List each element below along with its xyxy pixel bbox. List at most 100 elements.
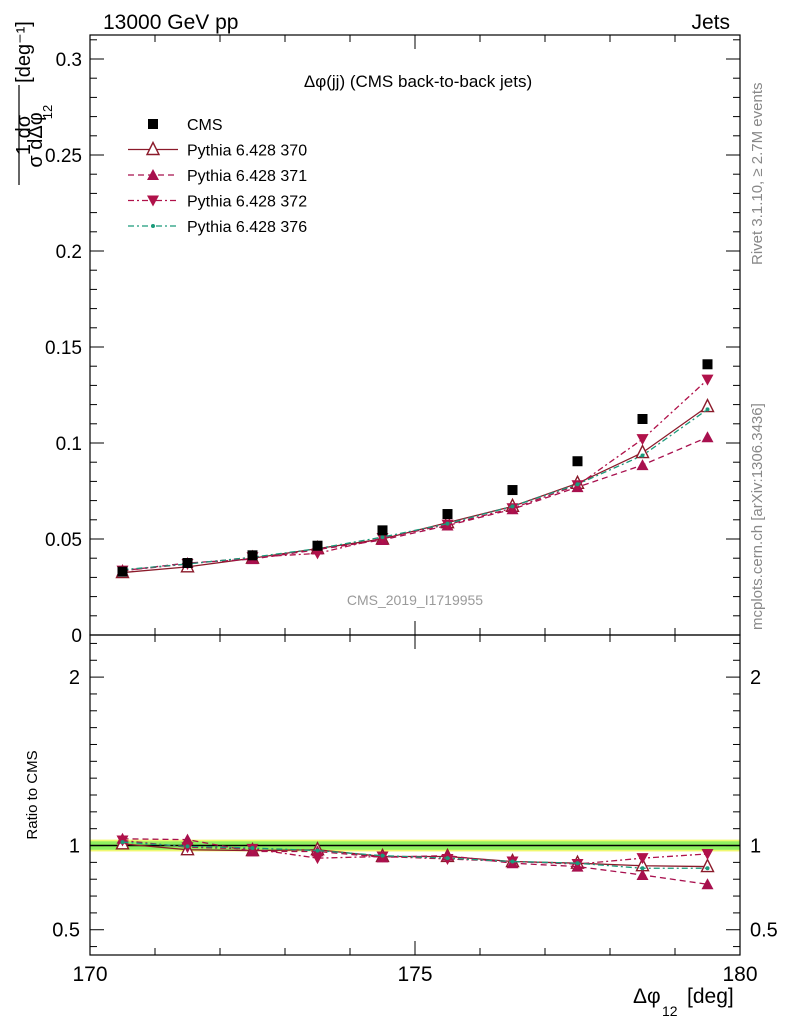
- y-tick-label: 0.05: [45, 530, 82, 551]
- main-point: [312, 540, 323, 551]
- y-tick-label: 0.3: [56, 50, 82, 71]
- legend-entry: CMS: [148, 117, 223, 134]
- ratio-point: [445, 856, 450, 861]
- ratio-point: [701, 848, 714, 860]
- ratio-point: [315, 848, 320, 853]
- main-point: [700, 397, 715, 413]
- ratio-y-tick-label-right: 1: [750, 836, 761, 858]
- y-tick-label: 0.2: [56, 242, 82, 263]
- ratio-point: [700, 858, 715, 873]
- y-tick-label: 0.25: [45, 146, 82, 167]
- main-series-pythia-6-428-372: [116, 374, 714, 577]
- legend: CMS Pythia 6.428 370 Pythia 6.428 371 Pythi…: [128, 117, 307, 236]
- data-series-layer: [115, 359, 715, 890]
- svg-text:Δφ: Δφ: [633, 985, 661, 1008]
- main-point: [637, 414, 648, 424]
- ratio-point: [575, 861, 580, 866]
- legend-label: Pythia 6.428 371: [187, 168, 307, 185]
- main-series-line: [122, 405, 708, 574]
- ratio-y-tick-label: 1: [69, 836, 80, 858]
- main-series-line: [122, 436, 708, 572]
- legend-entry: Pythia 6.428 372: [128, 194, 307, 211]
- main-point: [636, 434, 649, 446]
- legend-marker: [147, 195, 159, 207]
- ratio-reference-band: [90, 839, 740, 852]
- ratio-point: [510, 859, 515, 864]
- side-label-mcplots: mcplots.cern.ch [arXiv:1306.3436]: [749, 403, 766, 630]
- main-point: [380, 535, 385, 540]
- main-series-line: [122, 408, 708, 571]
- x-tick-label: 180: [722, 963, 757, 986]
- main-point: [117, 566, 128, 577]
- ratio-point: [636, 869, 649, 880]
- main-series-pythia-6-428-370: [115, 397, 715, 579]
- main-series-line: [122, 379, 708, 572]
- legend-marker: [148, 119, 158, 129]
- main-series-cms: [117, 359, 713, 577]
- ratio-point: [701, 878, 714, 890]
- main-point: [247, 550, 258, 561]
- legend-label: Pythia 6.428 370: [187, 143, 307, 160]
- main-point: [377, 525, 388, 536]
- y-tick-label: 0.1: [56, 434, 82, 455]
- legend-label: CMS: [187, 117, 223, 134]
- main-point: [701, 431, 714, 443]
- ratio-point: [250, 846, 255, 851]
- main-ylabel: 1 dσ σ dΔφ 12 [deg⁻¹]: [13, 21, 55, 185]
- ratio-y-tick-label-right: 0.5: [750, 920, 778, 942]
- header-right-label: Jets: [691, 11, 730, 34]
- ratio-point: [181, 833, 194, 845]
- x-tick-label: 175: [397, 963, 432, 986]
- main-series-pythia-6-428-376: [120, 407, 710, 572]
- legend-entry: Pythia 6.428 376: [128, 219, 307, 236]
- ratio-y-tick-label-right: 2: [750, 667, 761, 689]
- main-point: [445, 521, 450, 526]
- axis-ticks: 170 175 180 0 0.05 0.1 0.15 0.2 0.25 0.3 0.5 0.5 1 1 2…: [45, 35, 778, 986]
- main-point: [510, 504, 515, 509]
- legend-label: Pythia 6.428 372: [187, 194, 307, 211]
- ratio-point: [185, 844, 190, 849]
- main-point: [705, 407, 710, 412]
- legend-entry: Pythia 6.428 370: [128, 140, 307, 160]
- main-point: [640, 453, 645, 458]
- legend-marker: [147, 169, 159, 180]
- ratio-ylabel: Ratio to CMS: [24, 750, 41, 839]
- main-point: [702, 359, 713, 370]
- main-point: [701, 374, 714, 386]
- main-point: [636, 459, 649, 471]
- svg-text:σ dΔφ: σ dΔφ: [25, 112, 47, 167]
- ratio-plot-frame: [89, 634, 741, 956]
- ratio-y-tick-label: 2: [69, 667, 80, 689]
- ratio-series-pythia-6-428-376: [120, 840, 710, 871]
- legend-label: Pythia 6.428 376: [187, 219, 307, 236]
- main-point: [572, 456, 583, 467]
- legend-entry: Pythia 6.428 371: [128, 168, 307, 185]
- legend-marker: [151, 224, 155, 228]
- main-point: [635, 444, 650, 459]
- main-point: [506, 503, 519, 515]
- ratio-point: [120, 840, 125, 845]
- legend-marker: [145, 140, 161, 156]
- svg-text:[deg]: [deg]: [687, 985, 734, 1008]
- main-point: [507, 485, 518, 496]
- svg-text:12: 12: [40, 105, 55, 119]
- main-point: [182, 558, 193, 568]
- header-left-label: 13000 GeV pp: [103, 11, 238, 34]
- main-point: [575, 482, 580, 487]
- ratio-y-tick-label: 0.5: [52, 920, 80, 942]
- watermark-analysis: CMS_2019_I1719955: [347, 592, 483, 608]
- svg-text:12: 12: [662, 1003, 678, 1019]
- ratio-point: [636, 853, 649, 865]
- x-tick-label: 170: [72, 963, 107, 986]
- ratio-series-line: [122, 838, 708, 885]
- y-tick-label: 0.15: [45, 338, 82, 359]
- xlabel: Δφ 12 [deg]: [633, 985, 734, 1019]
- y-tick-label: 0: [71, 626, 82, 647]
- main-point: [442, 509, 453, 520]
- ratio-point: [705, 866, 710, 871]
- ratio-point: [640, 866, 645, 871]
- main-point: [311, 548, 324, 560]
- ratio-point: [311, 853, 324, 865]
- plot-title: Δφ(jj) (CMS back-to-back jets): [304, 72, 532, 91]
